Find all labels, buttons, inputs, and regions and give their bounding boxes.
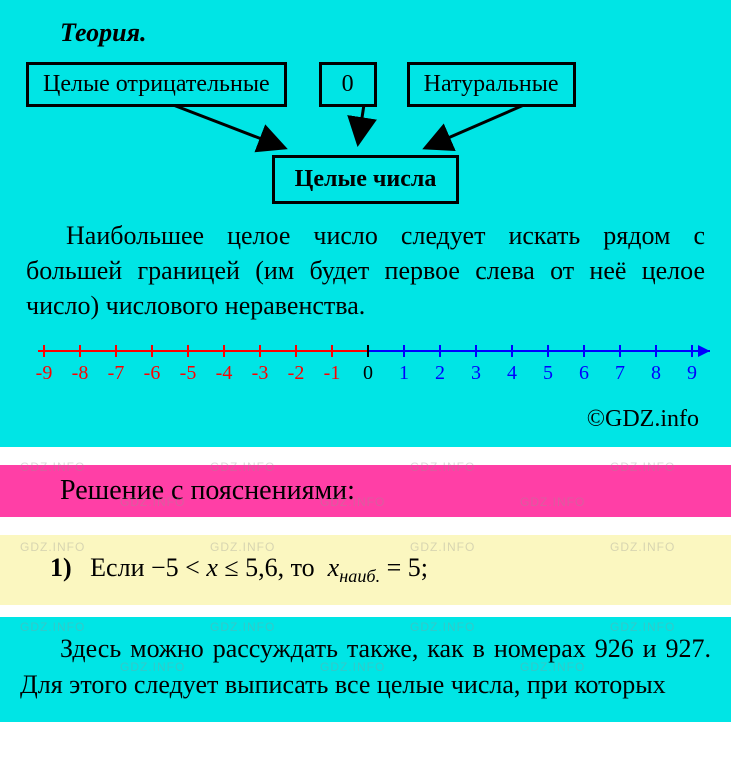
svg-text:1: 1 — [399, 362, 409, 384]
spacer — [0, 605, 731, 617]
svg-text:-2: -2 — [288, 362, 305, 384]
box-natural: Натуральные — [407, 62, 576, 107]
svg-text:5: 5 — [543, 362, 553, 384]
explanation-paragraph: Здесь можно рассуждать также, как в номе… — [0, 617, 731, 721]
svg-text:-8: -8 — [72, 362, 89, 384]
xmax-eq: = 5 — [380, 553, 421, 582]
xmax-var: x — [328, 553, 340, 582]
svg-text:4: 4 — [507, 362, 517, 384]
box-integers: Целые числа — [272, 155, 460, 204]
svg-text:-1: -1 — [324, 362, 341, 384]
svg-text:-6: -6 — [144, 362, 161, 384]
item-mid: , то — [278, 553, 322, 582]
svg-text:3: 3 — [471, 362, 481, 384]
svg-text:8: 8 — [651, 362, 661, 384]
item-suffix: ; — [421, 553, 428, 582]
xmax-subscript: наиб. — [339, 566, 380, 586]
item-number: 1) — [50, 553, 72, 582]
inequality: −5 < x ≤ 5,6 — [151, 553, 278, 582]
diagram-top-row: Целые отрицательные 0 Натуральные — [26, 62, 705, 107]
svg-text:2: 2 — [435, 362, 445, 384]
box-zero: 0 — [319, 62, 377, 107]
solution-item-1: 1) Если −5 < x ≤ 5,6, то xнаиб. = 5; — [0, 535, 731, 605]
solution-header: Решение с пояснениями: — [0, 465, 731, 517]
box-negative: Целые отрицательные — [26, 62, 287, 107]
theory-paragraph: Наибольшее целое число следует искать ря… — [26, 218, 705, 323]
svg-text:6: 6 — [579, 362, 589, 384]
spacer — [0, 517, 731, 535]
spacer — [0, 447, 731, 465]
theory-section: Теория. Целые отрицательные 0 Натуральны… — [0, 0, 731, 447]
svg-text:9: 9 — [687, 362, 697, 384]
svg-text:7: 7 — [615, 362, 625, 384]
svg-text:0: 0 — [363, 362, 373, 384]
item-prefix: Если — [90, 553, 151, 582]
svg-text:-5: -5 — [180, 362, 197, 384]
svg-text:-3: -3 — [252, 362, 269, 384]
svg-text:-9: -9 — [36, 362, 53, 384]
theory-title: Теория. — [60, 18, 711, 48]
svg-text:-4: -4 — [216, 362, 233, 384]
svg-text:-7: -7 — [108, 362, 125, 384]
diagram-bottom-row: Целые числа — [20, 155, 711, 204]
copyright-text: ©GDZ.info — [20, 406, 699, 433]
number-line: -9 -8 -7 -6 -5 -4 -3 -2 -1 0 1 2 3 4 5 6 7 8 9 — [26, 335, 705, 400]
